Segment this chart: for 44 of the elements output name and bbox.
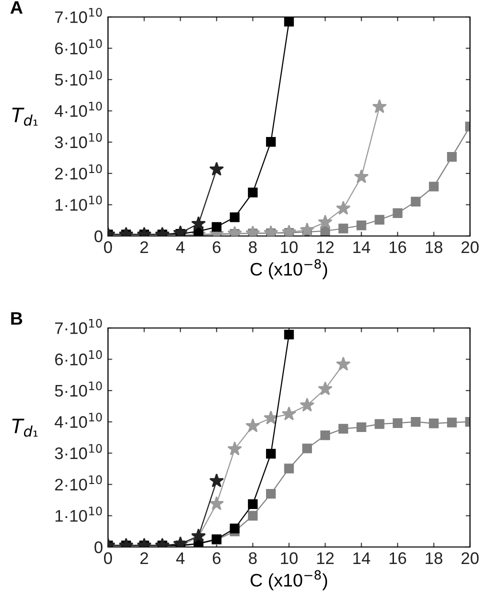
x-axis-title: C (x10$^{−8}$) [250, 259, 328, 280]
y-tick-label: 0 [94, 541, 102, 554]
y-axis-title: T$_{d₁}$ [12, 418, 38, 437]
y-tick-label: 4·10$^{10}$ [54, 102, 102, 117]
x-tick-label: 12 [317, 241, 334, 253]
y-tick-label: 7·10$^{10}$ [55, 8, 102, 24]
x-tick-label: 8 [248, 552, 257, 564]
x-tick-label: 20 [462, 552, 479, 564]
y-tick-label: 2·10$^{10}$ [55, 164, 102, 180]
x-tick-label: 14 [353, 241, 370, 253]
y-tick-label: 5·10$^{10}$ [54, 381, 102, 397]
y-tick-label: 0 [94, 230, 102, 242]
y-tick-label: 7·10$^{10}$ [55, 318, 102, 334]
y-axis-title: T$_{d₁}$ [12, 108, 38, 126]
chart-title: A [10, 1, 23, 14]
chart-title: B [11, 312, 22, 325]
x-tick-label: 12 [317, 552, 334, 564]
x-tick-label: 20 [462, 241, 479, 254]
x-tick-label: 16 [390, 241, 406, 254]
x-tick-label: 4 [176, 552, 185, 564]
x-tick-label: 2 [140, 241, 148, 253]
x-tick-label: 2 [140, 552, 148, 564]
x-tick-label: 6 [212, 552, 220, 564]
x-tick-label: 4 [176, 241, 185, 253]
y-tick-label: 6·10$^{10}$ [55, 39, 102, 54]
y-tick-label: 3·10$^{10}$ [54, 444, 102, 460]
x-tick-label: 18 [426, 241, 442, 254]
x-tick-label: 14 [353, 552, 370, 564]
y-tick-label: 1·10$^{10}$ [56, 196, 102, 211]
y-tick-label: 4·10$^{10}$ [54, 412, 102, 428]
x-tick-label: 6 [212, 241, 220, 254]
x-tick-label: 10 [281, 552, 298, 564]
x-tick-label: 18 [426, 552, 442, 564]
x-tick-label: 0 [104, 241, 112, 254]
y-tick-label: 2·10$^{10}$ [55, 475, 102, 491]
x-tick-label: 16 [390, 552, 406, 564]
x-tick-label: 0 [104, 552, 112, 564]
y-tick-label: 6·10$^{10}$ [55, 350, 102, 366]
x-axis-title: C (x10$^{−8}$) [250, 570, 328, 590]
y-tick-label: 3·10$^{10}$ [54, 133, 102, 148]
y-tick-label: 1·10$^{10}$ [56, 506, 102, 522]
x-tick-label: 8 [248, 241, 257, 254]
y-tick-label: 5·10$^{10}$ [54, 70, 102, 86]
x-tick-label: 10 [281, 241, 298, 254]
